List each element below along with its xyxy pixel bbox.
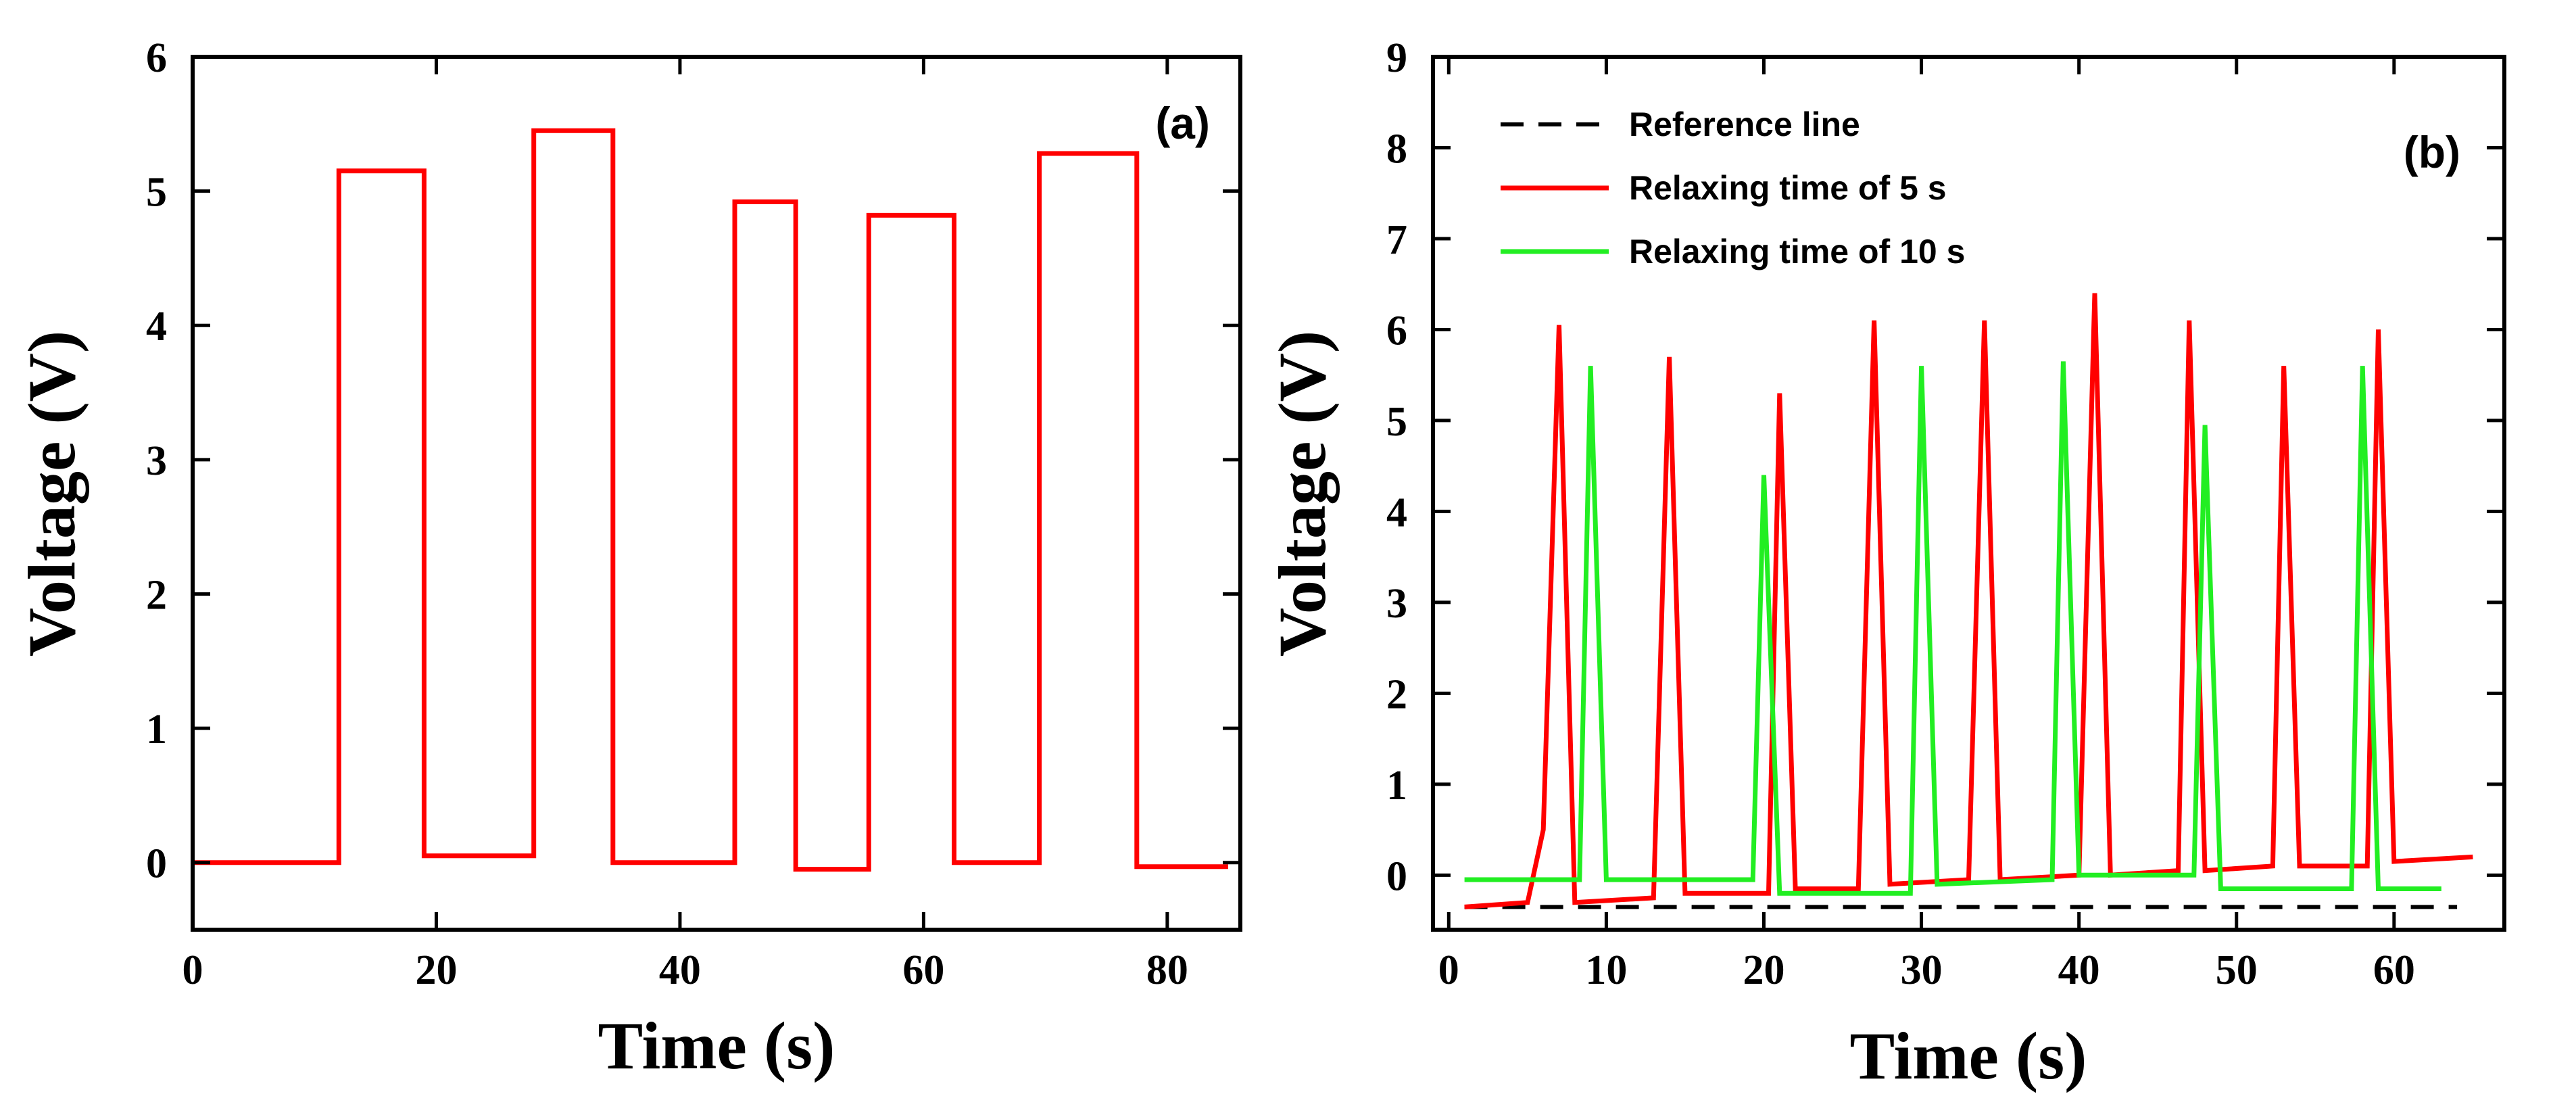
panel-b-plot-frame	[1431, 55, 2506, 932]
panel-b-legend-label-2: Relaxing time of 10 s	[1629, 233, 1965, 270]
panel-b-y-axis-title: Voltage (V)	[1265, 331, 1340, 657]
panel-b-x-tick-label: 10	[1585, 947, 1627, 993]
panel-b-x-tick-label: 60	[2373, 947, 2415, 993]
panel-a-series-line-0	[193, 128, 1228, 872]
panel-b-x-tick-label: 20	[1743, 947, 1784, 993]
panel-b-y-tick-label: 4	[1386, 490, 1407, 536]
panel-a-y-tick-label: 4	[146, 304, 167, 350]
panel-b-panel-label: (b)	[2404, 127, 2460, 177]
panel-a-x-tick-label: 40	[659, 947, 701, 993]
panel-a-y-tick-label: 2	[146, 572, 167, 618]
panel-a-plot-frame	[191, 55, 1242, 932]
panel-b-x-tick-label: 0	[1438, 947, 1459, 993]
panel-b-y-tick-label: 1	[1386, 763, 1407, 809]
panel-a-x-tick-label: 0	[183, 947, 203, 993]
panel-b-x-axis-title: Time (s)	[1850, 1018, 2087, 1093]
panel-b-y-tick-label: 8	[1386, 126, 1407, 172]
panel-b: 0 10 20 30 40 50 60 0 1 2 3 4 5 6 7 8 9 Time (s) Voltage (…	[1265, 35, 2506, 1093]
panel-b-x-tick-label: 50	[2216, 947, 2258, 993]
panel-b-series-line-1	[1464, 293, 2473, 909]
panel-a-x-tick-label: 60	[902, 947, 944, 993]
panel-a-y-tick-label: 6	[146, 35, 167, 81]
panel-a-y-tick-label: 5	[146, 170, 167, 216]
panel-a-x-axis-title: Time (s)	[598, 1008, 835, 1083]
panel-b-legend-label-0: Reference line	[1629, 105, 1860, 143]
panel-a-x-tick-label: 80	[1146, 947, 1188, 993]
panel-b-y-tick-label: 9	[1386, 35, 1407, 81]
panel-b-legend-label-1: Relaxing time of 5 s	[1629, 169, 1947, 207]
panel-b-x-tick-label: 30	[1901, 947, 1943, 993]
panel-a: 0 20 40 60 80 0 1 2 3 4 5 6 Time (s) Voltage (V) (a)	[14, 35, 1242, 1083]
panel-b-x-tick-label: 40	[2058, 947, 2100, 993]
panel-b-y-tick-label: 0	[1386, 853, 1407, 899]
panel-a-y-tick-label: 3	[146, 438, 167, 484]
panel-a-x-tick-label: 20	[415, 947, 457, 993]
panel-b-y-tick-label: 6	[1386, 308, 1407, 354]
panel-b-y-tick-label: 5	[1386, 399, 1407, 445]
panel-a-y-tick-label: 1	[146, 707, 167, 753]
panel-b-y-tick-label: 3	[1386, 581, 1407, 627]
panel-a-y-tick-label: 0	[146, 841, 167, 887]
panel-b-series-line-2	[1464, 361, 2441, 896]
panel-a-panel-label: (a)	[1155, 98, 1210, 148]
panel-a-y-axis-title: Voltage (V)	[14, 331, 89, 657]
panel-b-y-tick-label: 7	[1386, 217, 1407, 263]
panel-b-y-tick-label: 2	[1386, 671, 1407, 717]
